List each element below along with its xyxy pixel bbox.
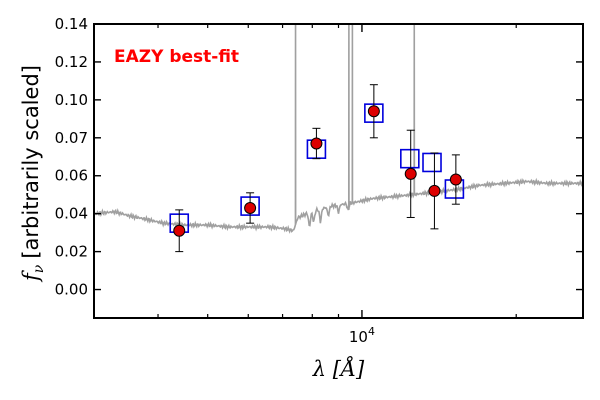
y-tick-label-7: 0.14 (55, 15, 88, 33)
observed-point-4 (367, 105, 380, 118)
y-tick-label-5: 0.10 (55, 91, 88, 109)
sed-model-line (94, 24, 583, 234)
y-tick-label-4: 0.07 (55, 129, 88, 147)
y-axis-label-symbol: f (19, 270, 43, 283)
observed-point-6 (428, 184, 441, 197)
y-axis-label-subscript: ν (31, 264, 47, 273)
chart-text: EAZY best-fit fν [arbitrarily scaled] λ [… (19, 47, 365, 381)
plot-border (93, 23, 584, 319)
observed-point-7 (449, 173, 462, 186)
y-tick-label-0: 0.00 (55, 281, 88, 299)
observed-point-3 (310, 137, 323, 150)
x-tick-label-exponent: 4 (368, 325, 375, 338)
model-box-5 (400, 148, 420, 169)
x-axis-label: λ [Å] (312, 356, 365, 381)
y-tick-label-2: 0.04 (55, 205, 88, 223)
y-axis-label: fν [arbitrarily scaled] (19, 65, 47, 283)
x-tick-label-10000: 104 (349, 325, 375, 346)
y-tick-label-3: 0.06 (55, 167, 88, 185)
plot-area (94, 24, 583, 253)
annotation-label: EAZY best-fit (114, 47, 239, 67)
y-tick-label-1: 0.02 (55, 243, 88, 261)
axes-frame: 0.00 0.02 0.04 0.06 0.07 0.10 0.12 0.14 104 (55, 15, 584, 346)
observed-point-5 (404, 167, 417, 180)
plot-content (94, 24, 583, 253)
observed-point-1 (173, 224, 186, 237)
y-axis-label-text: [arbitrarily scaled] (19, 65, 43, 259)
model-box-6 (422, 152, 442, 173)
observed-point-2 (244, 201, 257, 214)
y-tick-label-6: 0.12 (55, 53, 88, 71)
x-tick-label-base: 10 (349, 328, 368, 346)
